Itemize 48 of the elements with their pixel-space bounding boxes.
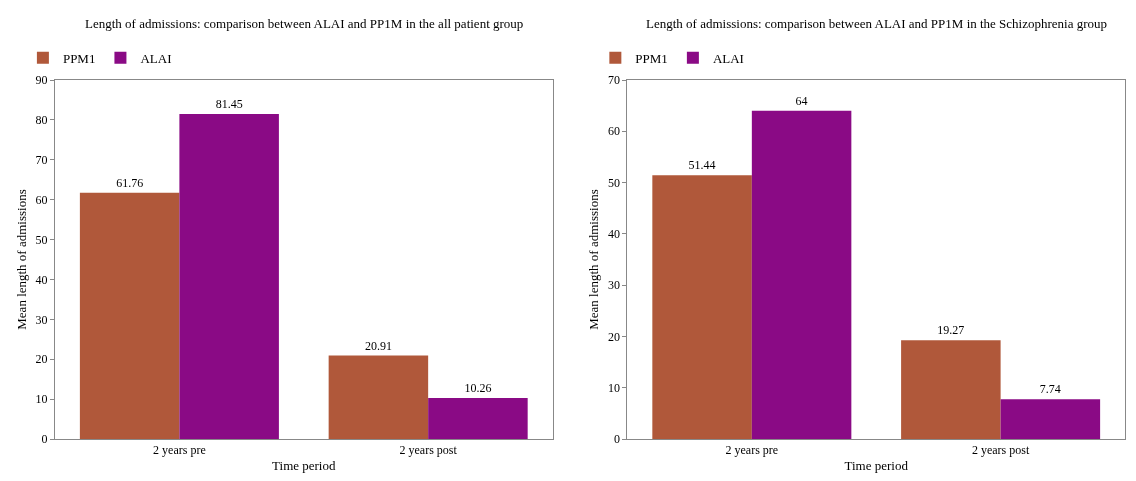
chart-title: Length of admissions: comparison between ALAI and PP1M in the Schizophrenia group: [646, 16, 1108, 31]
y-axis-title: Mean length of admissions: [13, 189, 29, 330]
data-label: 61.76: [116, 175, 144, 190]
y-tick-label: 50: [35, 232, 48, 247]
bar: [179, 114, 279, 439]
y-tick-label: 50: [608, 175, 621, 190]
y-tick-label: 20: [608, 329, 621, 344]
y-tick-label: 30: [608, 278, 621, 293]
data-label: 19.27: [937, 323, 965, 338]
x-axis-title: Time period: [844, 458, 909, 473]
legend-label: ALAI: [712, 50, 744, 66]
bar: [79, 192, 180, 439]
data-label: 10.26: [464, 381, 492, 396]
x-axis-title: Time period: [272, 458, 336, 473]
y-tick-label: 0: [41, 432, 48, 447]
bar: [328, 355, 429, 439]
data-label: 81.45: [215, 97, 243, 112]
y-tick-label: 60: [35, 192, 48, 207]
y-tick-label: 0: [614, 432, 621, 447]
y-tick-label: 80: [35, 113, 48, 128]
y-tick-label: 40: [608, 227, 621, 242]
x-tick-label: 2 years pre: [153, 443, 206, 458]
data-label: 20.91: [364, 338, 392, 353]
y-tick-label: 10: [35, 392, 48, 407]
legend-label: PPM1: [635, 50, 668, 66]
bar: [901, 340, 1001, 439]
data-label: 51.44: [688, 158, 716, 173]
y-tick-label: 90: [35, 73, 48, 88]
y-tick-label: 70: [608, 73, 621, 88]
bar: [1000, 399, 1101, 439]
legend-label: ALAI: [140, 50, 172, 66]
bar: [652, 175, 752, 439]
x-tick-label: 2 years post: [399, 443, 458, 458]
y-tick-label: 70: [35, 152, 48, 167]
y-tick-label: 30: [35, 312, 48, 327]
y-tick-label: 40: [35, 272, 48, 287]
data-label: 64: [795, 93, 808, 108]
y-axis-title: Mean length of admissions: [586, 189, 601, 330]
y-tick-label: 60: [608, 124, 621, 139]
data-label: 7.74: [1039, 382, 1061, 397]
chart-title: Length of admissions: comparison between ALAI and PP1M in the all patient group: [85, 16, 524, 31]
legend-label: PPM1: [62, 50, 96, 66]
bar: [751, 110, 852, 439]
y-tick-label: 10: [608, 380, 621, 395]
y-tick-label: 20: [35, 352, 48, 367]
x-tick-label: 2 years post: [971, 443, 1030, 458]
bar: [428, 398, 528, 439]
x-tick-label: 2 years pre: [725, 443, 779, 458]
